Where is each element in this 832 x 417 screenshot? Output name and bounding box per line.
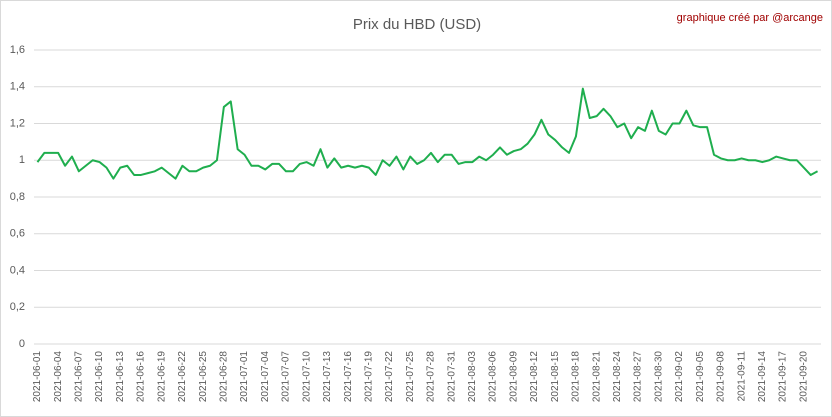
x-tick-label: 2021-06-07 bbox=[74, 351, 85, 403]
chart-title: Prix du HBD (USD) bbox=[353, 16, 481, 33]
x-tick-label: 2021-09-20 bbox=[798, 351, 809, 403]
y-tick-label: 0 bbox=[19, 338, 25, 350]
line bbox=[36, 87, 819, 180]
y-tick-label: 1,6 bbox=[10, 44, 25, 56]
x-tick-label: 2021-09-05 bbox=[695, 351, 706, 403]
x-tick-label: 2021-08-03 bbox=[467, 351, 478, 403]
x-tick-label: 2021-08-27 bbox=[633, 351, 644, 403]
x-tick-label: 2021-06-25 bbox=[198, 351, 209, 403]
annotation: graphique créé par @arcange bbox=[677, 12, 823, 24]
x-tick-label: 2021-07-13 bbox=[322, 351, 333, 403]
x-tick-label: 2021-09-11 bbox=[736, 351, 747, 402]
x-tick-label: 2021-08-21 bbox=[591, 351, 602, 403]
x-tick-label: 2021-07-01 bbox=[239, 351, 250, 403]
x-tick-label: 2021-06-10 bbox=[94, 351, 105, 403]
x-tick-label: 2021-08-30 bbox=[653, 351, 664, 403]
x-tick-label: 2021-06-19 bbox=[156, 351, 167, 403]
x-tick-label: 2021-07-25 bbox=[405, 351, 416, 403]
x-tick-label: 2021-08-09 bbox=[508, 351, 519, 403]
x-tick-label: 2021-06-22 bbox=[177, 351, 188, 403]
y-tick-label: 0,6 bbox=[10, 228, 25, 240]
x-tick-label: 2021-08-24 bbox=[612, 351, 623, 403]
x-tick-label: 2021-08-15 bbox=[550, 351, 561, 403]
x-tick-label: 2021-09-08 bbox=[716, 351, 727, 403]
x-tick-label: 2021-09-17 bbox=[778, 351, 789, 403]
y-tick-label: 0,8 bbox=[10, 191, 25, 203]
x-tick-label: 2021-07-04 bbox=[260, 351, 271, 403]
x-tick-label: 2021-07-31 bbox=[446, 351, 457, 403]
x-tick-label: 2021-08-06 bbox=[488, 351, 499, 403]
y-tick-label: 1 bbox=[19, 154, 25, 166]
x-tick-label: 2021-06-04 bbox=[53, 351, 64, 403]
y-tick-label: 0,4 bbox=[10, 264, 25, 276]
x-tick-label: 2021-07-28 bbox=[426, 351, 437, 403]
x-tick-label: 2021-09-14 bbox=[757, 351, 768, 403]
y-tick-label: 1,2 bbox=[10, 117, 25, 129]
x-tick-label: 2021-07-10 bbox=[301, 351, 312, 403]
x-tick-label: 2021-08-12 bbox=[529, 351, 540, 403]
x-tick-label: 2021-07-19 bbox=[363, 351, 374, 403]
x-tick-label: 2021-07-16 bbox=[343, 351, 354, 403]
x-tick-label: 2021-06-13 bbox=[115, 351, 126, 403]
x-tick-label: 2021-07-22 bbox=[384, 351, 395, 403]
x-tick-label: 2021-07-07 bbox=[281, 351, 292, 403]
x-tick-label: 2021-08-18 bbox=[571, 351, 582, 403]
x-tick-label: 2021-09-02 bbox=[674, 351, 685, 403]
y-tick-label: 0,2 bbox=[10, 301, 25, 313]
x-tick-label: 2021-06-28 bbox=[218, 351, 229, 403]
x-tick-label: 2021-06-16 bbox=[136, 351, 147, 403]
y-tick-label: 1,4 bbox=[10, 81, 25, 93]
x-tick-label: 2021-06-01 bbox=[32, 351, 43, 403]
